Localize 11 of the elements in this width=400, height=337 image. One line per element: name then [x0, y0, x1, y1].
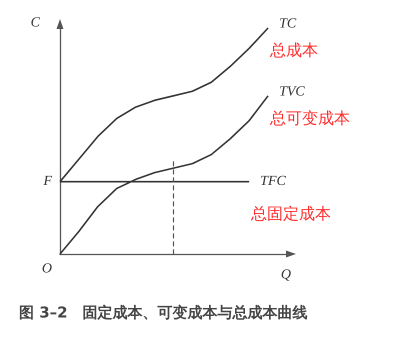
series-label: TFC — [260, 174, 287, 190]
annotation: 总固定成本 — [250, 204, 332, 224]
y-axis-title: C — [30, 16, 41, 30]
text: 图 3–2 固定成本、可变成本与总成本曲线 — [19, 304, 308, 322]
series-label: TVC — [279, 84, 306, 100]
annotation: 总成本 — [269, 40, 318, 60]
text: F — [42, 174, 52, 190]
annotation: 总可变成本 — [269, 108, 350, 128]
series-label: TC — [279, 16, 297, 32]
x-axis-title: Q — [280, 268, 291, 282]
text: O — [42, 262, 52, 276]
